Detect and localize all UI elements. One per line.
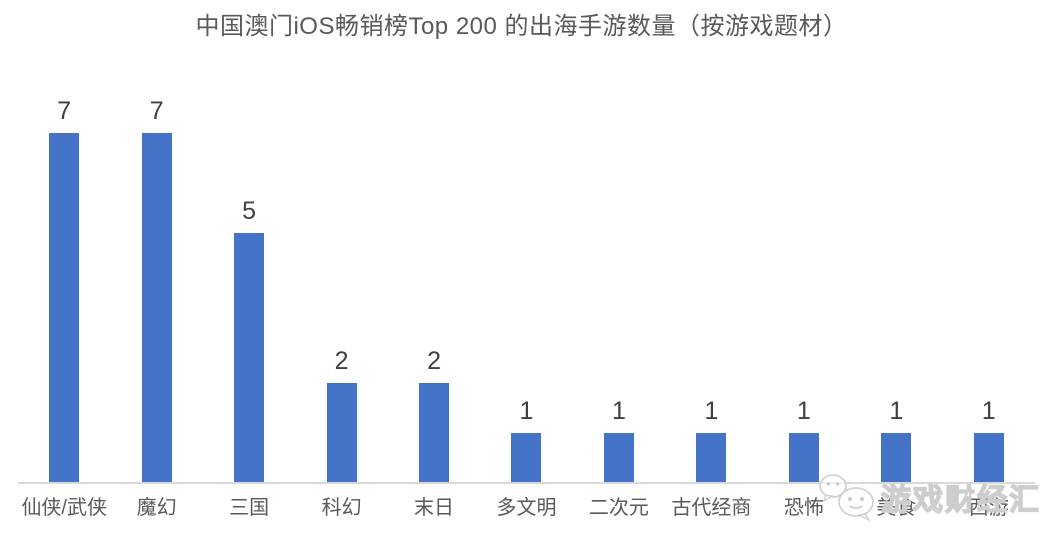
plot-area: 7 7 5 2 2 1 1 1 1 1 1	[18, 60, 1035, 483]
bar	[141, 133, 172, 483]
bar-value-label: 1	[981, 397, 996, 425]
x-axis-label: 西游	[968, 497, 1009, 519]
bar	[881, 433, 912, 483]
bar-column: 2	[295, 60, 387, 483]
bar-column: 1	[850, 60, 942, 483]
bar-column: 1	[943, 60, 1035, 483]
bar	[603, 433, 634, 483]
bar-value-label: 7	[149, 97, 164, 125]
bar	[696, 433, 727, 483]
bar-column: 1	[758, 60, 850, 483]
bar-value-label: 1	[889, 397, 904, 425]
bar	[419, 383, 450, 483]
bar-value-label: 1	[796, 397, 811, 425]
bar	[788, 433, 819, 483]
x-axis-labels: 仙侠/武侠 魔幻 三国 科幻 末日 多文明 二次元 古代经商 恐怖 美食 西游	[18, 495, 1035, 522]
x-axis-label: 魔幻	[136, 497, 177, 519]
x-axis-label: 美食	[876, 497, 917, 519]
x-axis-label: 科幻	[321, 497, 362, 519]
bar-value-label: 1	[704, 397, 719, 425]
x-axis-label: 仙侠/武侠	[21, 497, 107, 519]
bar-value-label: 2	[427, 347, 441, 375]
x-axis-label: 三国	[229, 497, 270, 519]
bar	[973, 433, 1004, 483]
x-axis-line	[18, 482, 1035, 484]
bar-column: 7	[18, 60, 110, 483]
bar-column: 7	[110, 60, 202, 483]
x-axis-label: 末日	[414, 497, 455, 519]
bar-column: 1	[573, 60, 665, 483]
bar	[234, 233, 265, 483]
bar	[49, 133, 80, 483]
bar-column: 1	[480, 60, 572, 483]
bar-column: 1	[665, 60, 757, 483]
bar-value-label: 7	[57, 97, 72, 125]
bar	[326, 383, 357, 483]
x-axis-label: 古代经商	[671, 497, 752, 519]
bar-value-label: 1	[519, 397, 534, 425]
x-axis-label: 多文明	[496, 497, 557, 519]
bar-value-label: 5	[242, 197, 257, 225]
x-axis-label: 二次元	[588, 497, 649, 519]
bar	[511, 433, 542, 483]
bar-column: 2	[388, 60, 480, 483]
x-axis-label: 恐怖	[783, 497, 824, 519]
bar-column: 5	[203, 60, 295, 483]
bar-value-label: 2	[334, 347, 349, 375]
bar-value-label: 1	[611, 397, 626, 425]
chart-title: 中国澳门iOS畅销榜Top 200 的出海手游数量（按游戏题材）	[195, 13, 848, 40]
